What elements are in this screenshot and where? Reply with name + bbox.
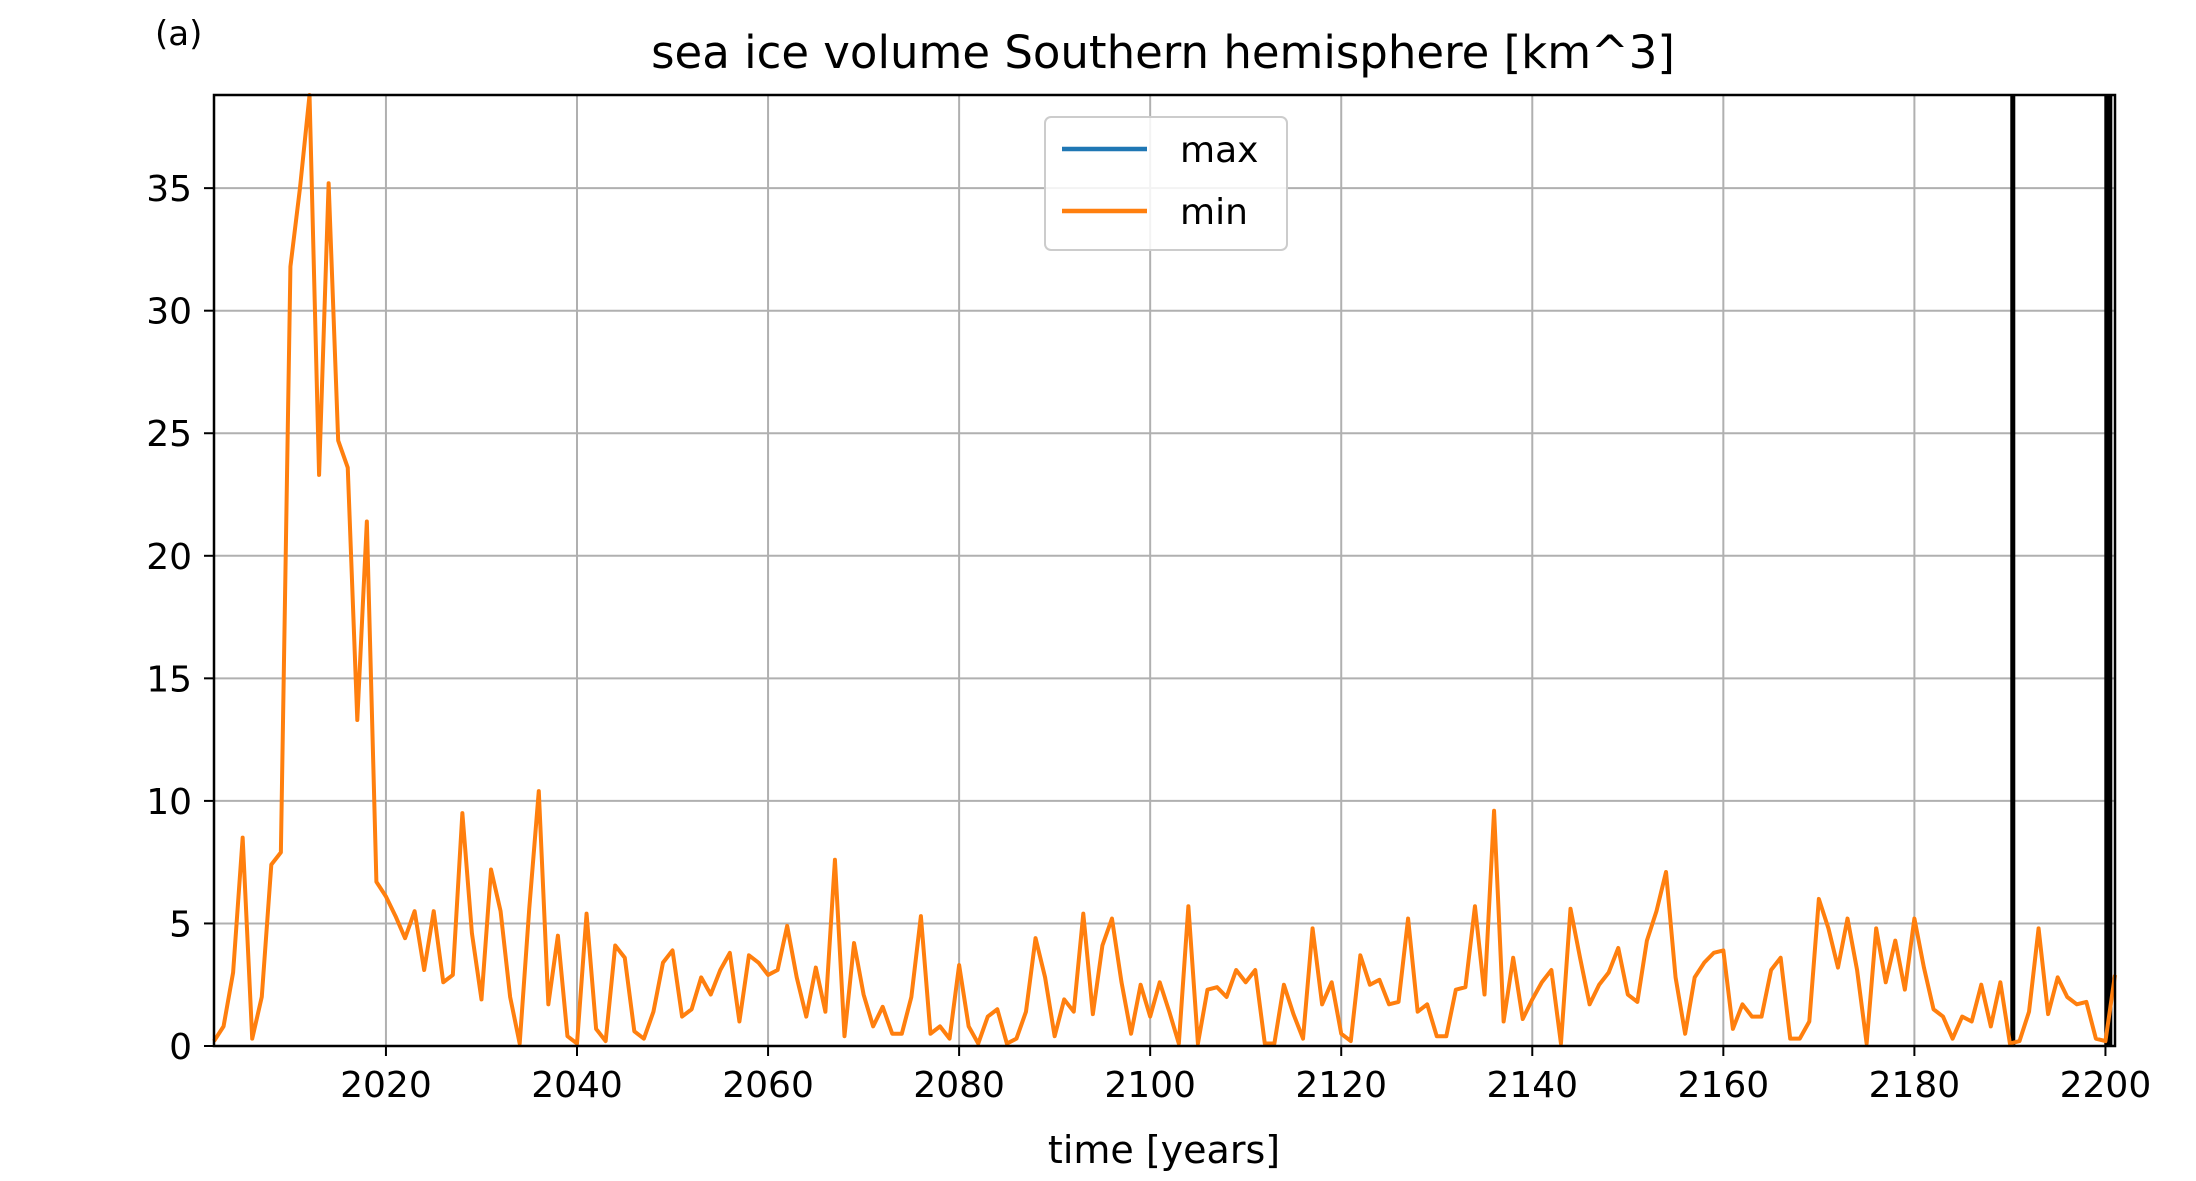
series-layer	[212, 93, 2117, 1046]
x-tick-label: 2060	[722, 1065, 814, 1106]
y-tick-label: 10	[146, 782, 192, 823]
panel-label: (a)	[155, 14, 202, 54]
plot-frame	[212, 93, 2117, 1048]
x-tick-label: 2100	[1104, 1065, 1196, 1106]
y-tick-label: 25	[146, 414, 192, 455]
x-tick-label: 2160	[1678, 1065, 1770, 1106]
x-tick-label: 2140	[1486, 1065, 1578, 1106]
x-tick-label: 2180	[1869, 1065, 1961, 1106]
y-tick-label: 5	[169, 904, 192, 945]
x-tick-label: 2020	[340, 1065, 432, 1106]
x-tick-label: 2040	[531, 1065, 623, 1106]
series-line-min	[212, 93, 2117, 1046]
x-tick-label: 2120	[1295, 1065, 1387, 1106]
legend-label-max: max	[1180, 130, 1258, 171]
y-tick-label: 30	[146, 292, 192, 333]
y-tick-label: 35	[146, 169, 192, 210]
y-tick-label: 0	[169, 1027, 192, 1068]
y-axis-ticks: 0 5 10 15 20 25 30 35	[146, 169, 214, 1068]
y-tick-label: 20	[146, 537, 192, 578]
x-tick-label: 2080	[913, 1065, 1005, 1106]
chart-title: sea ice volume Southern hemisphere [km^3…	[651, 26, 1675, 79]
legend-label-min: min	[1180, 192, 1248, 233]
y-tick-label: 15	[146, 659, 192, 700]
x-tick-label: 2200	[2060, 1065, 2152, 1106]
legend: max min	[1044, 116, 1288, 251]
x-axis-ticks: 2020 2040 2060 2080 2100 2120 2140 2160 2180 2200	[340, 1046, 2151, 1106]
x-axis-label: time [years]	[1048, 1128, 1280, 1172]
vertical-lines	[2010, 95, 2113, 1046]
